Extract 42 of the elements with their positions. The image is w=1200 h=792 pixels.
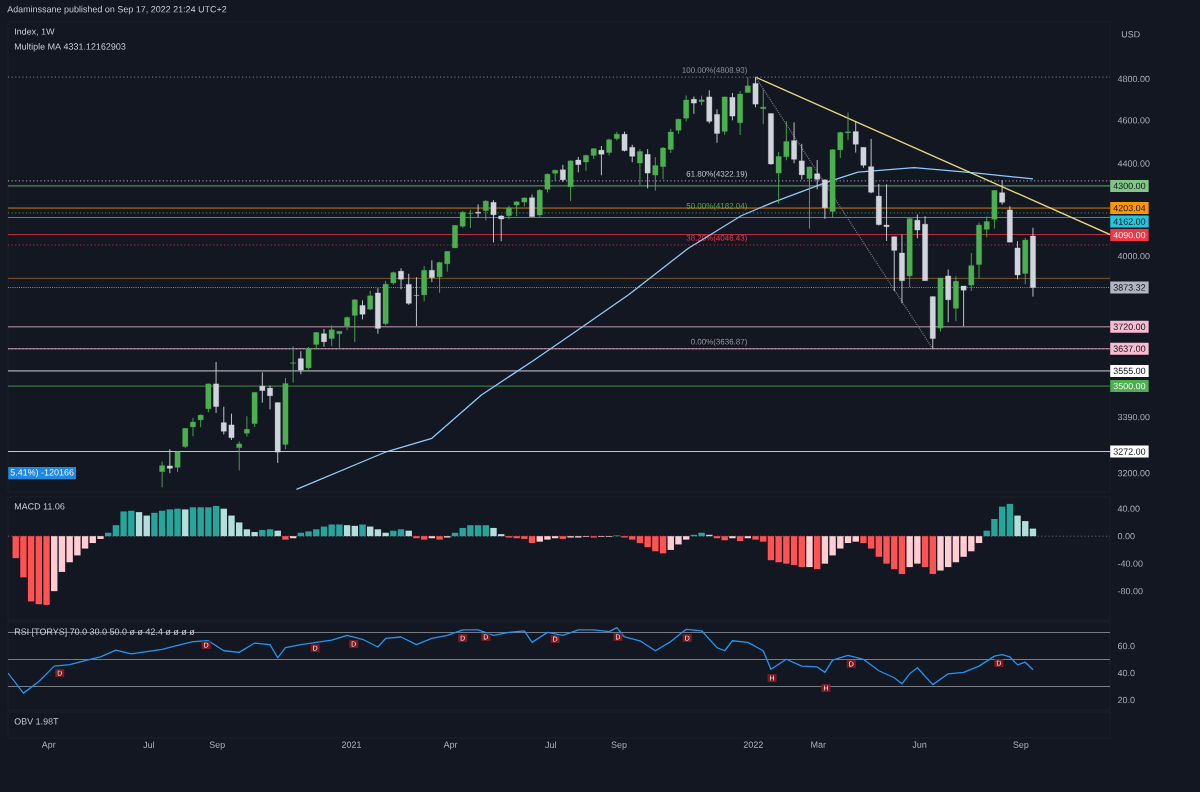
x-tick-label: Jul xyxy=(545,741,556,749)
x-tick-label: 2022 xyxy=(743,741,763,748)
ref-line-label: 3637.00 xyxy=(1113,345,1146,352)
text: Multiple MA 4331.12162903 xyxy=(14,43,126,52)
y-tick-label: 4000.00 xyxy=(1117,252,1150,260)
text: OBV 1.98T xyxy=(14,718,59,725)
y-tick-label: -80.00 xyxy=(1117,587,1143,595)
ref-line-label: 3720.00 xyxy=(1113,323,1146,330)
y-axis-title: USD xyxy=(1121,31,1140,38)
y-tick-label: 20.0 xyxy=(1118,696,1135,704)
ref-line-label: 3555.00 xyxy=(1113,367,1146,375)
annotation: 5.41%) -120166 xyxy=(10,468,74,478)
y-tick-label: 40.0 xyxy=(1117,669,1135,677)
x-tick-label: 2021 xyxy=(341,741,362,748)
text: Index, 1W xyxy=(15,28,55,36)
x-tick-label: Sep xyxy=(1013,741,1029,750)
y-tick-label: 3390.00 xyxy=(1117,413,1150,421)
x-tick-label: Mar xyxy=(811,741,826,748)
ref-line-label: 4300.00 xyxy=(1113,182,1146,190)
text: RSI [TORYS] 70.0 30.0 50.0 ø ø 42.4 ø ø ø ø xyxy=(14,628,195,637)
x-tick-label: Sep xyxy=(209,741,225,750)
x-tick-label: Sep xyxy=(611,741,627,750)
ref-line-label: 3272.00 xyxy=(1113,448,1146,455)
x-tick-label: Jul xyxy=(143,741,155,749)
ref-line-label: 4162.00 xyxy=(1113,218,1146,225)
x-tick-label: Apr xyxy=(41,741,56,750)
y-tick-label: 60.0 xyxy=(1118,642,1135,650)
x-tick-label: Jun xyxy=(912,741,927,748)
y-tick-label: 40.00 xyxy=(1117,505,1140,512)
x-tick-label: Apr xyxy=(443,741,458,750)
text: MACD 11.06 xyxy=(14,503,65,510)
y-tick-label: 4400.00 xyxy=(1117,160,1150,167)
ref-line-label: 3500.00 xyxy=(1113,382,1146,390)
ref-line-label: 4203.04 xyxy=(1113,204,1146,212)
y-tick-label: 4800.00 xyxy=(1117,75,1150,83)
text: Adaminssane published on Sep 17, 2022 21:24 UTC+2 xyxy=(7,5,227,15)
y-tick-label: 0.00 xyxy=(1117,533,1135,540)
ref-line-label: 4090.00 xyxy=(1113,231,1146,239)
y-tick-label: 3200.00 xyxy=(1117,470,1150,477)
y-tick-label: -40.00 xyxy=(1117,560,1143,567)
ref-line-label: 3873.32 xyxy=(1113,284,1146,291)
y-tick-label: 4600.00 xyxy=(1117,117,1150,124)
